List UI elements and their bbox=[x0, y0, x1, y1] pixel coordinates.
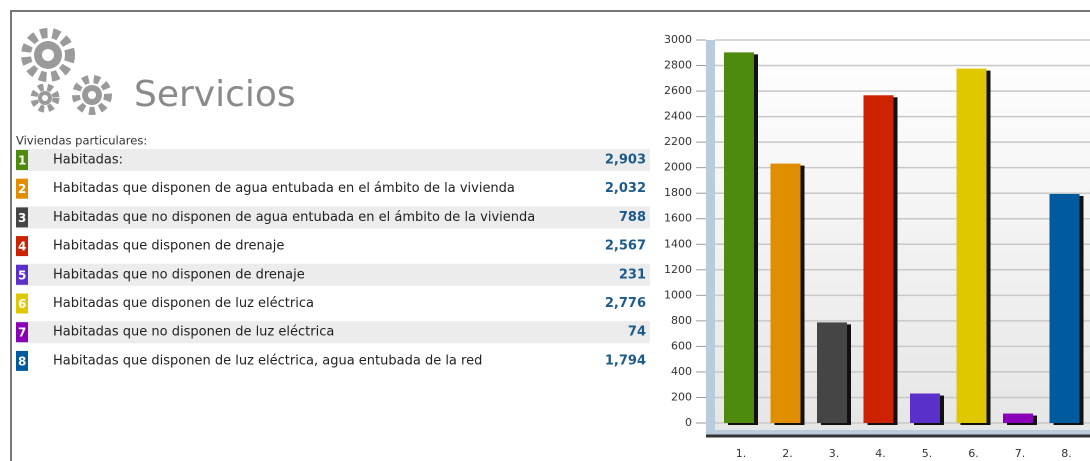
x-tick-label: 1. bbox=[736, 447, 747, 460]
bar bbox=[724, 52, 754, 423]
row-label: Habitadas que no disponen de luz eléctri… bbox=[53, 325, 334, 340]
y-tick-label: 1800 bbox=[664, 186, 692, 199]
bar bbox=[910, 393, 940, 423]
row-background bbox=[16, 149, 650, 171]
row-color-box bbox=[16, 178, 28, 199]
x-tick-label: 2. bbox=[782, 447, 793, 460]
row-label: Habitadas que disponen de luz eléctrica bbox=[53, 296, 314, 311]
row-color-box bbox=[16, 350, 28, 371]
x-tick-label: 4. bbox=[875, 447, 886, 460]
row-number: 5 bbox=[18, 268, 26, 282]
row-number: 4 bbox=[18, 240, 26, 254]
y-tick-label: 2800 bbox=[664, 59, 692, 72]
y-tick-label: 600 bbox=[671, 339, 692, 352]
y-tick-label: 200 bbox=[671, 390, 692, 403]
row-number: 2 bbox=[18, 182, 26, 196]
row-color-box bbox=[16, 293, 28, 314]
table-caption: Viviendas particulares: bbox=[16, 134, 147, 148]
bar bbox=[817, 322, 847, 423]
y-tick-label: 3000 bbox=[664, 33, 692, 46]
x-axis-floor bbox=[706, 430, 1090, 436]
row-number: 7 bbox=[18, 326, 26, 340]
row-label: Habitadas que disponen de luz eléctrica,… bbox=[53, 353, 482, 368]
bar bbox=[956, 68, 987, 423]
row-background bbox=[16, 321, 650, 344]
row-color-box bbox=[16, 207, 28, 228]
row-number: 8 bbox=[18, 354, 26, 368]
page-title: Servicios bbox=[134, 74, 296, 115]
row-value: 231 bbox=[619, 267, 646, 282]
row-background bbox=[16, 263, 650, 286]
row-value: 1,794 bbox=[605, 353, 646, 368]
y-tick-label: 1200 bbox=[664, 263, 692, 276]
plot-background bbox=[706, 40, 1090, 430]
bar bbox=[1003, 413, 1033, 423]
y-tick-label: 2400 bbox=[664, 110, 692, 123]
row-number: 6 bbox=[18, 297, 26, 311]
row-label: Habitadas que disponen de agua entubada … bbox=[53, 181, 515, 196]
y-tick-label: 800 bbox=[671, 314, 692, 327]
row-color-box bbox=[16, 236, 28, 257]
row-value: 2,567 bbox=[605, 239, 646, 254]
row-label: Habitadas que disponen de drenaje bbox=[53, 239, 284, 254]
y-tick-label: 1400 bbox=[664, 237, 692, 250]
row-color-box bbox=[16, 322, 28, 343]
row-label: Habitadas que no disponen de agua entuba… bbox=[53, 210, 535, 225]
row-value: 2,776 bbox=[605, 296, 646, 311]
y-tick-label: 0 bbox=[685, 416, 692, 429]
y-tick-label: 2000 bbox=[664, 161, 692, 174]
y-tick-label: 1000 bbox=[664, 288, 692, 301]
row-value: 2,032 bbox=[605, 181, 646, 196]
x-tick-label: 3. bbox=[829, 447, 840, 460]
row-value: 2,903 bbox=[605, 153, 646, 168]
x-tick-label: 7. bbox=[1015, 447, 1026, 460]
gears-icon bbox=[21, 28, 112, 115]
x-tick-label: 8. bbox=[1061, 447, 1072, 460]
row-background bbox=[16, 206, 650, 229]
y-tick-label: 400 bbox=[671, 365, 692, 378]
bar bbox=[863, 95, 894, 423]
y-tick-label: 2600 bbox=[664, 84, 692, 97]
x-tick-label: 5. bbox=[922, 447, 933, 460]
row-color-box bbox=[16, 150, 28, 170]
row-color-box bbox=[16, 264, 28, 285]
x-tick-label: 6. bbox=[968, 447, 979, 460]
y-tick-label: 1600 bbox=[664, 212, 692, 225]
row-number: 1 bbox=[18, 154, 26, 168]
row-label: Habitadas: bbox=[53, 153, 123, 168]
bar bbox=[1049, 193, 1080, 423]
row-label: Habitadas que no disponen de drenaje bbox=[53, 267, 305, 282]
bar bbox=[770, 163, 801, 423]
y-tick-label: 2200 bbox=[664, 135, 692, 148]
row-number: 3 bbox=[18, 211, 26, 225]
row-value: 74 bbox=[628, 325, 646, 340]
row-value: 788 bbox=[619, 210, 646, 225]
y-axis bbox=[706, 40, 715, 432]
